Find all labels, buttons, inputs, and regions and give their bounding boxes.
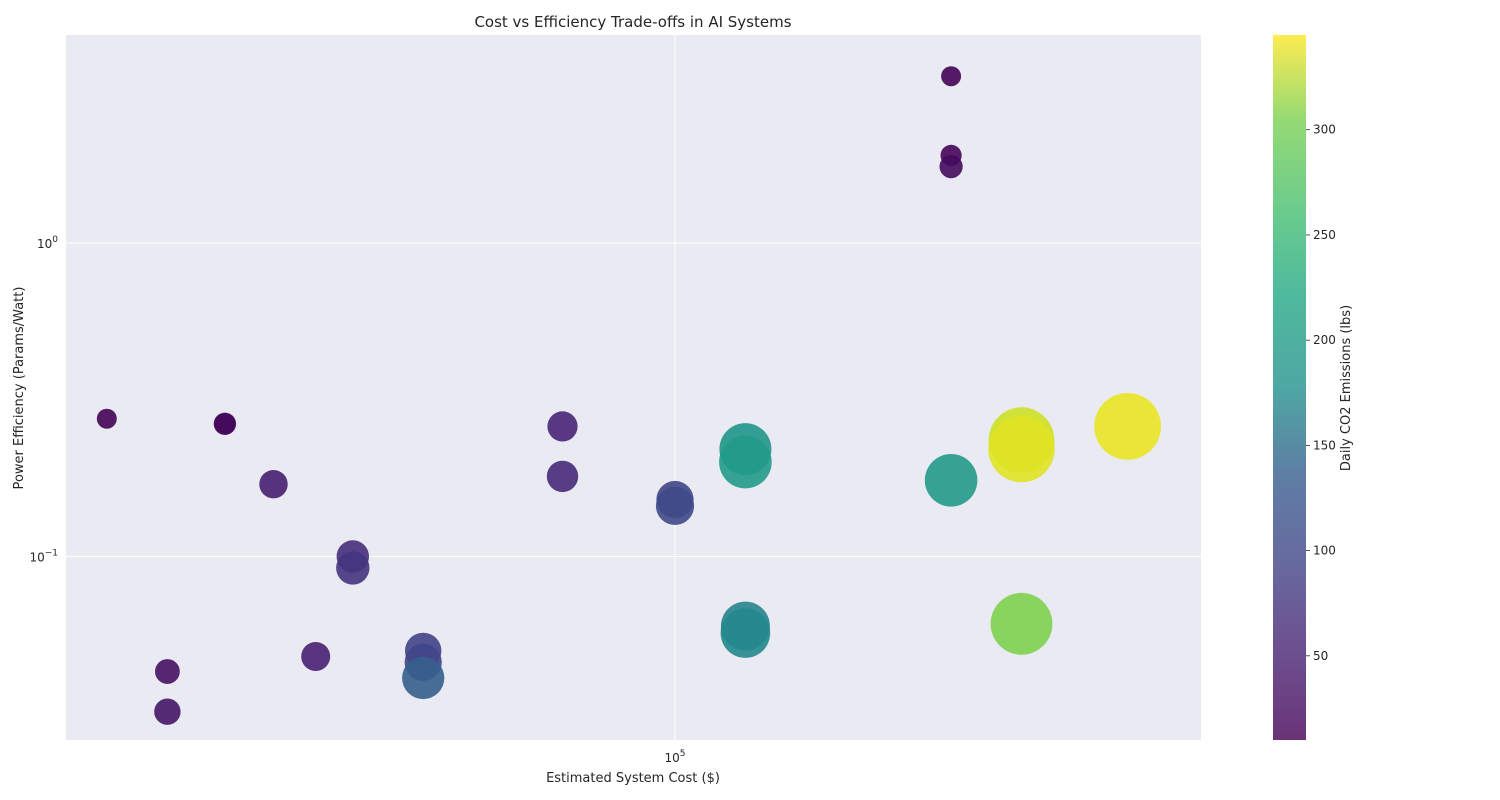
- data-point: [1094, 393, 1161, 460]
- data-point: [154, 698, 181, 725]
- data-point: [939, 155, 963, 179]
- y-tick-label: 10−1: [29, 549, 58, 565]
- data-point: [96, 408, 117, 429]
- data-point: [719, 435, 772, 489]
- data-point: [213, 412, 237, 435]
- data-point: [259, 470, 288, 499]
- data-point: [336, 551, 370, 585]
- data-point: [655, 486, 695, 525]
- data-point: [720, 608, 771, 658]
- x-tick-label: 105: [665, 749, 686, 765]
- colorbar: [1273, 35, 1306, 740]
- colorbar-label: Daily CO2 Emissions (lbs): [1339, 305, 1354, 471]
- data-points: [96, 66, 1161, 725]
- colorbar-ticks: 50 100 150 200 250 300: [1306, 123, 1336, 663]
- chart-title: Cost vs Efficiency Trade-offs in AI Syst…: [474, 13, 791, 31]
- colorbar-tick-label: 250: [1313, 228, 1336, 242]
- data-point: [924, 454, 978, 507]
- data-point: [988, 415, 1055, 483]
- data-point: [155, 659, 180, 684]
- data-point: [547, 411, 578, 442]
- data-point: [990, 592, 1053, 655]
- colorbar-tick-label: 300: [1313, 123, 1336, 137]
- x-axis-ticks: 105: [665, 749, 686, 765]
- data-point: [402, 656, 445, 700]
- data-point: [941, 66, 962, 87]
- data-point: [546, 460, 579, 493]
- grid-lines: [66, 35, 1201, 740]
- colorbar-tick-label: 50: [1313, 649, 1328, 663]
- y-tick-label: 100: [37, 235, 58, 251]
- colorbar-tick-label: 200: [1313, 333, 1336, 347]
- colorbar-tick-label: 150: [1313, 438, 1336, 452]
- colorbar-tick-label: 100: [1313, 544, 1336, 558]
- y-axis-label: Power Efficiency (Params/Watt): [12, 287, 27, 490]
- x-axis-label: Estimated System Cost ($): [546, 771, 720, 786]
- y-axis-ticks: 10−1 100: [29, 235, 58, 565]
- data-point: [301, 642, 331, 671]
